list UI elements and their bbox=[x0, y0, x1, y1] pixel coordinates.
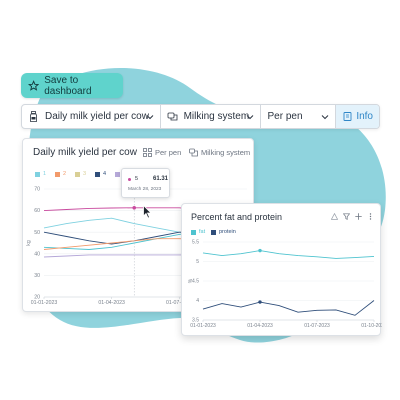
info-book-icon bbox=[343, 112, 352, 121]
y-tick-label: 5.5 bbox=[192, 240, 199, 246]
milk-yield-chart-title: Daily milk yield per cow bbox=[33, 147, 137, 158]
legend-item-pen-2[interactable]: 2 bbox=[55, 171, 66, 177]
y-axis-label: kg bbox=[26, 240, 32, 246]
mouse-pointer-icon bbox=[143, 205, 152, 219]
legend-label: 4 bbox=[103, 171, 107, 177]
y-tick-label: 60 bbox=[34, 208, 40, 214]
y-tick-label: 4 bbox=[196, 298, 199, 304]
x-tick-label: 01-04-2023 bbox=[98, 300, 125, 306]
grid-icon bbox=[143, 148, 152, 157]
tooltip-date: March 28, 2023 bbox=[128, 187, 162, 192]
y-tick-label: 40 bbox=[34, 251, 40, 257]
x-tick-label: 01-01-2023 bbox=[190, 323, 216, 329]
series-line-protein[interactable] bbox=[202, 300, 375, 316]
legend-item-protein[interactable]: protein bbox=[211, 229, 236, 235]
series-line-fat[interactable] bbox=[202, 250, 375, 259]
milking-system-icon bbox=[167, 112, 177, 121]
y-axis-label: % bbox=[188, 278, 194, 283]
save-to-dashboard-button[interactable]: Save to dashboard bbox=[21, 73, 123, 98]
fat-protein-chart-card: Percent fat and protein fat protein 3.5 4 4… bbox=[181, 203, 382, 336]
legend-item-fat[interactable]: fat bbox=[191, 229, 205, 235]
y-tick-label: 70 bbox=[34, 187, 40, 193]
per-pen-option-label: Per pen bbox=[155, 148, 182, 157]
info-button[interactable]: Info bbox=[336, 105, 379, 128]
filter-icon[interactable] bbox=[343, 213, 350, 220]
y-tick-label: 3.5 bbox=[192, 318, 199, 324]
move-icon[interactable] bbox=[355, 213, 362, 220]
legend-swatch bbox=[75, 171, 80, 177]
y-tick-label: 50 bbox=[34, 230, 40, 236]
per-pen-toggle[interactable]: Per pen bbox=[143, 148, 181, 157]
chevron-down-icon bbox=[321, 115, 329, 120]
star-icon bbox=[28, 79, 40, 91]
grouping-label: Per pen bbox=[267, 111, 303, 122]
y-tick-label: 30 bbox=[34, 273, 40, 279]
metric-label: Daily milk yield per cow bbox=[45, 111, 149, 122]
legend-swatch bbox=[115, 171, 120, 177]
milking-system-option-label: Milking system bbox=[201, 148, 251, 157]
tooltip-series-dot bbox=[128, 177, 131, 181]
legend-item-pen-4[interactable]: 4 bbox=[95, 171, 106, 177]
chevron-down-icon bbox=[247, 115, 254, 120]
warning-icon[interactable] bbox=[331, 213, 338, 220]
legend-label: 1 bbox=[43, 171, 47, 177]
y-tick-label: 4.5 bbox=[192, 279, 199, 285]
metric-dropdown[interactable]: Daily milk yield per cow bbox=[22, 105, 161, 128]
hover-point[interactable] bbox=[132, 205, 137, 210]
legend-item-pen-1[interactable]: 1 bbox=[35, 171, 46, 177]
legend-swatch bbox=[211, 229, 216, 235]
data-marker-fat[interactable] bbox=[258, 248, 262, 253]
more-vertical-icon[interactable] bbox=[367, 213, 374, 220]
y-tick-label: 20 bbox=[34, 295, 40, 301]
legend-swatch bbox=[35, 171, 40, 177]
tooltip-series-label: 5 bbox=[135, 176, 139, 182]
y-tick-label: 5 bbox=[196, 259, 199, 265]
legend-swatch bbox=[95, 171, 100, 177]
legend-label: protein bbox=[219, 229, 236, 235]
x-tick-label: 01-07-2023 bbox=[166, 300, 193, 306]
save-button-label: Save to dashboard bbox=[44, 74, 92, 97]
legend-label: 3 bbox=[83, 171, 87, 177]
chart-tooltip: 5 61.31 March 28, 2023 bbox=[121, 168, 170, 198]
x-tick-label: 01-01-2023 bbox=[31, 300, 58, 306]
milk-bottle-icon bbox=[30, 111, 37, 122]
x-tick-label: 01-07-2023 bbox=[304, 323, 330, 329]
milking-system-dropdown[interactable]: Milking system bbox=[161, 105, 262, 128]
fat-protein-line-chart: 3.5 4 4.5 5 5.5% 01-01-2023 01-04-2023 01-07-20… bbox=[188, 240, 382, 329]
x-tick-label: 01-04-2023 bbox=[247, 323, 273, 329]
legend-label: fat bbox=[199, 229, 206, 235]
grouping-dropdown[interactable]: Per pen bbox=[261, 105, 337, 128]
legend-item-pen-3[interactable]: 3 bbox=[75, 171, 86, 177]
fat-protein-chart-title: Percent fat and protein bbox=[191, 212, 283, 222]
milking-system-label: Milking system bbox=[183, 111, 250, 122]
milking-system-icon bbox=[189, 148, 198, 157]
filter-toolbar: Daily milk yield per cow Milking system … bbox=[21, 104, 380, 129]
legend-label: 2 bbox=[63, 171, 67, 177]
x-tick-label: 01-10-2023 bbox=[361, 323, 382, 329]
info-label: Info bbox=[356, 111, 373, 122]
tooltip-value: 61.31 bbox=[152, 176, 168, 182]
legend-swatch bbox=[191, 229, 196, 235]
chevron-down-icon bbox=[146, 115, 153, 120]
data-marker-protein[interactable] bbox=[258, 300, 262, 304]
legend-swatch bbox=[55, 171, 60, 177]
milking-system-toggle[interactable]: Milking system bbox=[189, 148, 250, 157]
